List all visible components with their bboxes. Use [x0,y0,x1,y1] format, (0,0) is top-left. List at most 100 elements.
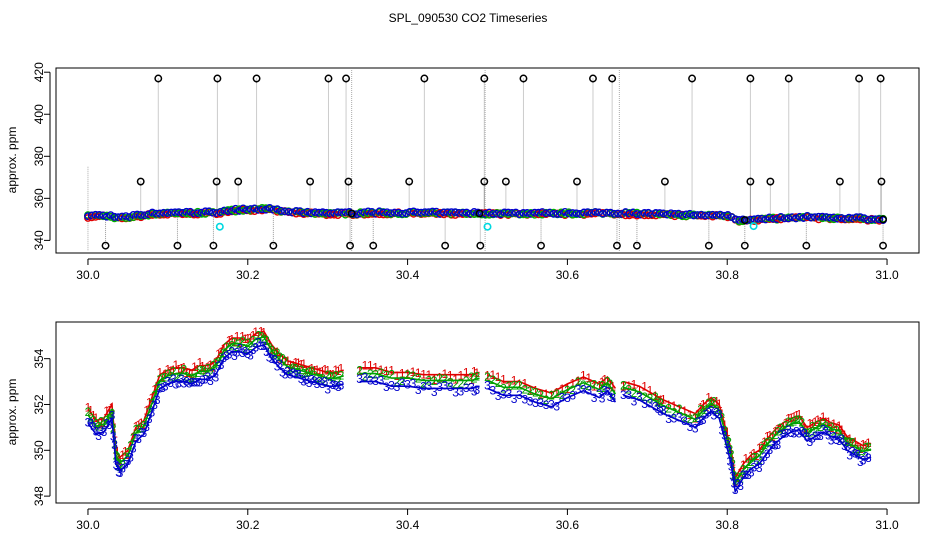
series-glyph: 1 [111,426,118,440]
series-glyph: 1 [825,415,832,429]
outlier-point [476,241,485,250]
series-glyph: 3 [484,378,491,392]
series-glyph: 3 [415,383,422,397]
outlier-point [704,241,713,250]
series-point [561,207,569,216]
series-point [875,215,884,224]
series-point [137,210,145,219]
series-point [496,210,505,219]
y-tick-label: 360 [32,188,46,208]
series-glyph: 2 [852,442,859,456]
series-point [405,207,414,216]
series-glyph: 2 [338,369,345,383]
series-glyph: 1 [657,393,664,407]
series-point [311,208,320,217]
series-glyph: 3 [292,367,299,381]
series-glyph: 3 [149,406,156,420]
series-glyph: 1 [279,353,286,367]
series-glyph: 3 [711,408,718,422]
series-glyph: 1 [162,367,169,381]
series-glyph: 3 [252,341,259,355]
series-point [110,212,119,221]
series-glyph: 1 [119,448,126,462]
series-glyph: 3 [735,477,742,491]
series-glyph: 3 [113,458,120,472]
series-glyph: 2 [151,388,158,402]
series-glyph: 2 [484,370,491,384]
series-glyph: 3 [806,435,813,449]
series-glyph: 3 [665,412,672,426]
series-glyph: 2 [636,389,643,403]
series-glyph: 3 [332,378,339,392]
outlier-point [746,177,755,186]
series-glyph: 3 [162,379,169,393]
series-glyph: 3 [865,451,872,465]
series-glyph: 2 [527,384,534,398]
series-point [163,209,172,217]
series-point [174,208,183,217]
series-glyph: 2 [495,376,502,390]
series-glyph: 3 [178,372,185,386]
series-glyph: 3 [798,425,805,439]
series-glyph: 2 [676,402,683,416]
series-glyph: 1 [532,383,539,397]
series-glyph: 3 [426,379,433,393]
y-tick-label: 352 [32,394,46,414]
series-glyph: 3 [204,370,211,384]
series-glyph: 2 [287,362,294,376]
series-point [508,208,516,217]
series-glyph: 3 [298,372,305,386]
series-glyph: 3 [167,376,174,390]
series-point [243,206,251,214]
series-point [564,209,573,218]
series-glyph: 3 [681,414,688,428]
series-glyph: 3 [751,461,758,475]
series-point [209,208,217,217]
series-glyph: 2 [599,378,606,392]
series-glyph: 3 [114,459,121,473]
series-point [591,208,600,216]
series-glyph: 1 [777,421,784,435]
outlier-point [420,74,429,83]
series-glyph: 2 [766,434,773,448]
series-glyph: 1 [106,403,113,417]
series-glyph: 3 [729,469,736,483]
series-glyph: 2 [857,444,864,458]
series-glyph: 1 [553,386,560,400]
series-point [193,209,202,218]
series-glyph: 2 [252,336,259,350]
series-glyph: 2 [258,330,265,344]
series-glyph: 1 [817,415,824,429]
series-glyph: 3 [125,454,132,468]
series-glyph: 3 [186,377,193,391]
series-point [466,209,475,218]
top-panel-axes: 30.0 30.2 30.4 30.6 30.8 31.0 340 360 380 400 420 [32,62,899,282]
series-glyph: 2 [743,463,750,477]
series-glyph: 3 [173,378,180,392]
series-glyph: 3 [266,350,273,364]
series-glyph: 3 [537,396,544,410]
series-glyph: 2 [559,388,566,402]
series-glyph: 1 [471,364,478,378]
series-point [394,208,403,217]
series-point [216,208,225,217]
series-glyph: 2 [167,369,174,383]
series-glyph: 3 [119,462,126,476]
series-point [322,208,331,217]
series-glyph: 1 [559,382,566,396]
series-glyph: 1 [117,454,124,468]
series-glyph: 1 [228,333,235,347]
series-glyph: 3 [314,377,321,391]
series-glyph: 1 [362,358,369,372]
series-point [121,212,130,221]
series-glyph: 2 [756,453,763,467]
series-glyph: 1 [204,360,211,374]
series-glyph: 3 [609,391,616,405]
series-glyph: 3 [330,378,337,392]
series-point [693,211,702,219]
series-glyph: 3 [247,348,254,362]
series-point [780,214,789,223]
outlier-point [589,74,597,83]
series-glyph: 1 [655,394,662,408]
series-glyph: 1 [170,363,177,377]
